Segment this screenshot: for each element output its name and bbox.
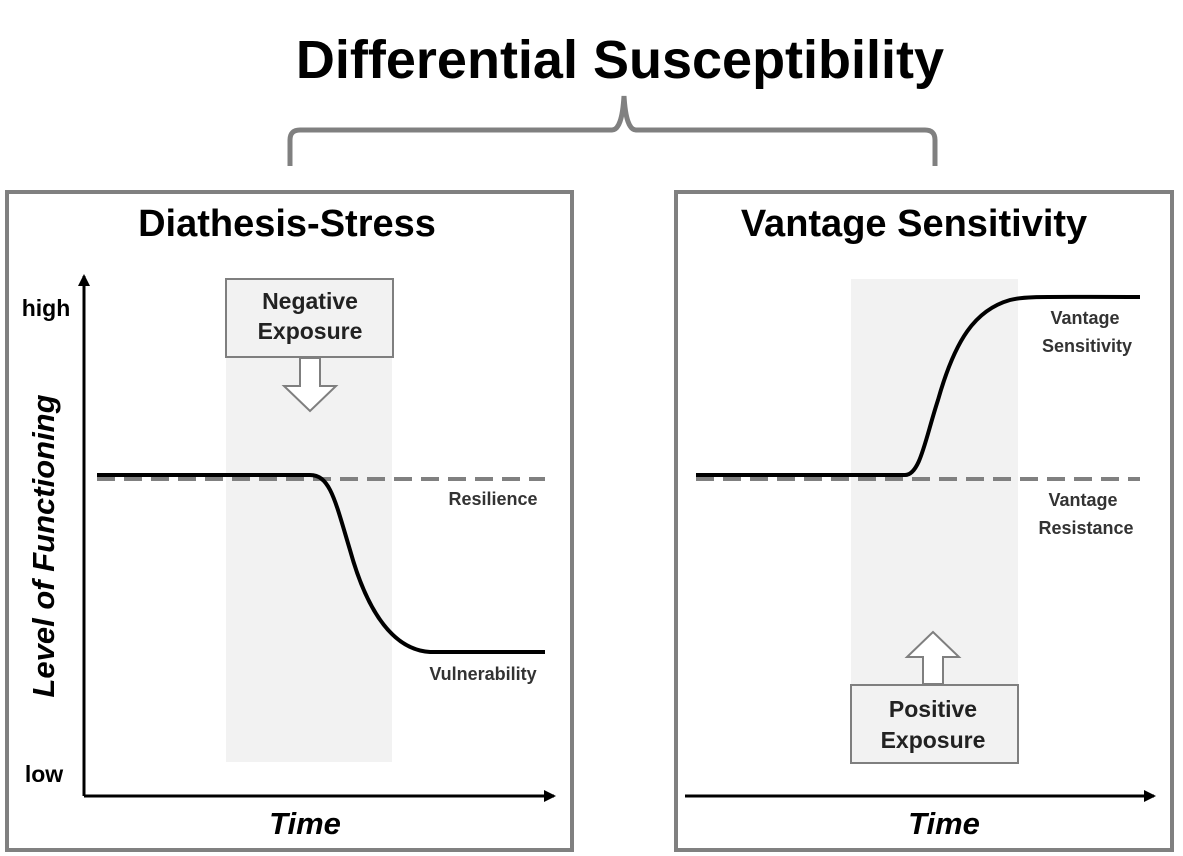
grouping-brace (287, 95, 938, 166)
positive-exposure-box (850, 684, 1019, 764)
positive-exposure-line1: Positive (889, 696, 977, 722)
resilience-label: Resilience (448, 489, 537, 509)
up-arrow-icon (904, 630, 962, 685)
right-x-axis-title: Time (908, 806, 980, 841)
negative-exposure-shading (226, 352, 392, 762)
vulnerability-label: Vulnerability (429, 664, 536, 684)
positive-exposure-line2: Exposure (881, 727, 986, 753)
negative-exposure-box (225, 278, 394, 358)
vantage-resistance-label-line1: Vantage (1048, 490, 1117, 510)
vantage-sensitivity-curve (696, 294, 1141, 477)
vantage-sensitivity-panel: Vantage Sensitivity Time Vantage Sensiti… (674, 190, 1174, 852)
left-x-axis-title: Time (269, 806, 341, 841)
y-axis-low-label: low (25, 761, 63, 787)
negative-exposure-line2: Exposure (258, 318, 363, 344)
vantage-sensitivity-label-line2: Sensitivity (1042, 336, 1132, 356)
right-panel-title: Vantage Sensitivity (741, 203, 1087, 245)
main-title: Differential Susceptibility (296, 30, 944, 90)
vantage-resistance-label-line2: Resistance (1038, 518, 1133, 538)
y-axis-title: Level of Functioning (26, 394, 61, 697)
diathesis-stress-curve (97, 473, 545, 654)
down-arrow-icon (281, 357, 339, 413)
negative-exposure-line1: Negative (262, 288, 358, 314)
positive-exposure-shading (851, 279, 1018, 687)
left-panel-title: Diathesis-Stress (138, 203, 436, 245)
vantage-sensitivity-label-line1: Vantage (1050, 308, 1119, 328)
y-axis-high-label: high (22, 295, 71, 321)
diathesis-stress-panel: Diathesis-Stress high low Level of Funct… (5, 190, 574, 852)
